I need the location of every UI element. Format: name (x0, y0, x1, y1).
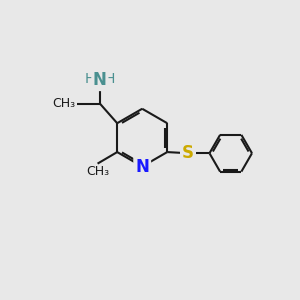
Text: CH₃: CH₃ (86, 165, 109, 178)
Text: N: N (93, 71, 107, 89)
Text: H: H (85, 72, 95, 86)
Text: CH₃: CH₃ (52, 97, 76, 110)
Text: H: H (104, 72, 115, 86)
Text: N: N (135, 158, 149, 175)
Text: S: S (182, 144, 194, 162)
